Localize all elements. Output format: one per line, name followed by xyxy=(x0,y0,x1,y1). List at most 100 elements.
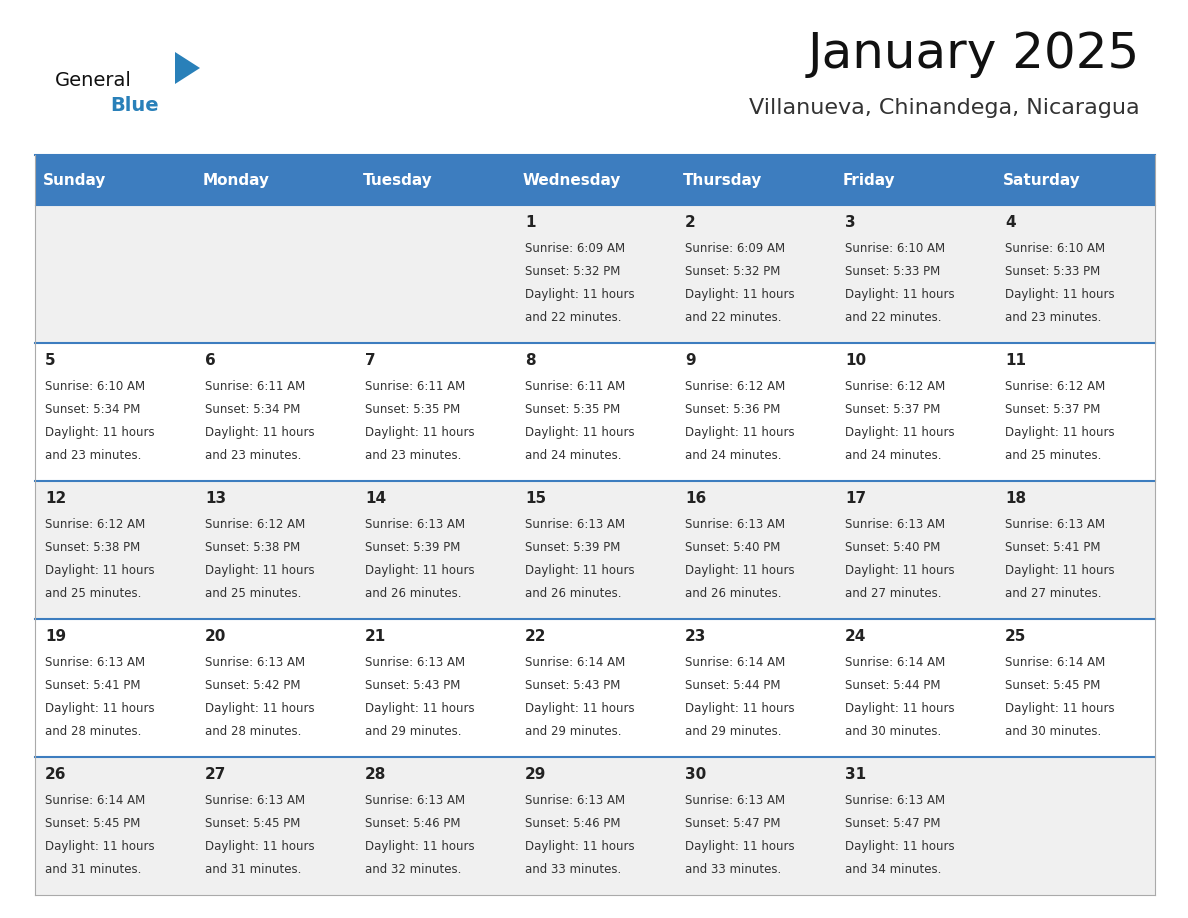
Text: Daylight: 11 hours: Daylight: 11 hours xyxy=(1005,426,1114,439)
Text: Sunset: 5:32 PM: Sunset: 5:32 PM xyxy=(525,265,620,278)
Bar xyxy=(355,155,516,205)
Text: Sunrise: 6:10 AM: Sunrise: 6:10 AM xyxy=(45,380,145,393)
Text: Daylight: 11 hours: Daylight: 11 hours xyxy=(525,288,634,301)
Text: and 33 minutes.: and 33 minutes. xyxy=(525,863,621,876)
Bar xyxy=(835,205,996,343)
Text: and 29 minutes.: and 29 minutes. xyxy=(685,724,782,737)
Text: 23: 23 xyxy=(685,629,707,644)
Text: and 24 minutes.: and 24 minutes. xyxy=(525,449,621,462)
Text: and 31 minutes.: and 31 minutes. xyxy=(45,863,141,876)
Text: and 27 minutes.: and 27 minutes. xyxy=(845,587,942,599)
Bar xyxy=(34,205,195,343)
Text: Daylight: 11 hours: Daylight: 11 hours xyxy=(1005,701,1114,715)
Text: 15: 15 xyxy=(525,490,546,506)
Text: Tuesday: Tuesday xyxy=(364,173,432,187)
Text: Daylight: 11 hours: Daylight: 11 hours xyxy=(365,840,475,853)
Text: 3: 3 xyxy=(845,215,855,230)
Text: 12: 12 xyxy=(45,490,67,506)
Text: Daylight: 11 hours: Daylight: 11 hours xyxy=(206,426,315,439)
Text: Sunset: 5:34 PM: Sunset: 5:34 PM xyxy=(206,403,301,416)
Text: Sunset: 5:39 PM: Sunset: 5:39 PM xyxy=(525,541,620,554)
Text: 4: 4 xyxy=(1005,215,1016,230)
Text: Daylight: 11 hours: Daylight: 11 hours xyxy=(206,701,315,715)
Text: Villanueva, Chinandega, Nicaragua: Villanueva, Chinandega, Nicaragua xyxy=(750,98,1140,118)
Bar xyxy=(516,205,675,343)
Text: Sunrise: 6:11 AM: Sunrise: 6:11 AM xyxy=(525,380,625,393)
Text: 16: 16 xyxy=(685,490,706,506)
Text: Daylight: 11 hours: Daylight: 11 hours xyxy=(45,564,154,577)
Text: and 23 minutes.: and 23 minutes. xyxy=(45,449,141,462)
Text: Sunrise: 6:09 AM: Sunrise: 6:09 AM xyxy=(525,242,625,255)
Text: Monday: Monday xyxy=(203,173,270,187)
Bar xyxy=(34,155,195,205)
Text: General: General xyxy=(55,71,132,90)
Text: 11: 11 xyxy=(1005,353,1026,368)
Bar xyxy=(996,757,1155,895)
Text: Sunset: 5:46 PM: Sunset: 5:46 PM xyxy=(525,817,620,830)
Text: and 22 minutes.: and 22 minutes. xyxy=(845,310,942,323)
Text: and 25 minutes.: and 25 minutes. xyxy=(206,587,302,599)
Bar xyxy=(516,481,675,619)
Text: Sunrise: 6:12 AM: Sunrise: 6:12 AM xyxy=(45,519,145,532)
Text: Sunrise: 6:14 AM: Sunrise: 6:14 AM xyxy=(45,794,145,807)
Text: Sunset: 5:43 PM: Sunset: 5:43 PM xyxy=(365,679,461,692)
Text: Daylight: 11 hours: Daylight: 11 hours xyxy=(1005,564,1114,577)
Text: and 29 minutes.: and 29 minutes. xyxy=(525,724,621,737)
Text: and 24 minutes.: and 24 minutes. xyxy=(845,449,942,462)
Text: 29: 29 xyxy=(525,767,546,781)
Text: 6: 6 xyxy=(206,353,216,368)
Text: Daylight: 11 hours: Daylight: 11 hours xyxy=(365,701,475,715)
Text: Wednesday: Wednesday xyxy=(523,173,621,187)
Text: Sunrise: 6:13 AM: Sunrise: 6:13 AM xyxy=(365,794,466,807)
Text: Daylight: 11 hours: Daylight: 11 hours xyxy=(845,840,955,853)
Text: Daylight: 11 hours: Daylight: 11 hours xyxy=(1005,288,1114,301)
Text: Sunrise: 6:11 AM: Sunrise: 6:11 AM xyxy=(365,380,466,393)
Bar xyxy=(835,757,996,895)
Text: Sunset: 5:45 PM: Sunset: 5:45 PM xyxy=(206,817,301,830)
Text: and 22 minutes.: and 22 minutes. xyxy=(685,310,782,323)
Text: Sunrise: 6:13 AM: Sunrise: 6:13 AM xyxy=(525,519,625,532)
Text: 17: 17 xyxy=(845,490,866,506)
Bar xyxy=(675,619,835,757)
Bar xyxy=(355,757,516,895)
Text: Daylight: 11 hours: Daylight: 11 hours xyxy=(845,564,955,577)
Text: 18: 18 xyxy=(1005,490,1026,506)
Bar xyxy=(516,619,675,757)
Text: 24: 24 xyxy=(845,629,866,644)
Text: Sunset: 5:45 PM: Sunset: 5:45 PM xyxy=(1005,679,1100,692)
Text: Sunrise: 6:14 AM: Sunrise: 6:14 AM xyxy=(525,656,625,669)
Text: Sunrise: 6:12 AM: Sunrise: 6:12 AM xyxy=(206,519,305,532)
Text: Sunrise: 6:12 AM: Sunrise: 6:12 AM xyxy=(845,380,946,393)
Text: Saturday: Saturday xyxy=(1003,173,1081,187)
Text: and 26 minutes.: and 26 minutes. xyxy=(685,587,782,599)
Text: Sunset: 5:38 PM: Sunset: 5:38 PM xyxy=(45,541,140,554)
Text: and 33 minutes.: and 33 minutes. xyxy=(685,863,782,876)
Text: and 29 minutes.: and 29 minutes. xyxy=(365,724,461,737)
Text: Sunrise: 6:13 AM: Sunrise: 6:13 AM xyxy=(206,656,305,669)
Bar xyxy=(355,481,516,619)
Text: Sunset: 5:41 PM: Sunset: 5:41 PM xyxy=(1005,541,1100,554)
Bar xyxy=(34,757,195,895)
Text: Daylight: 11 hours: Daylight: 11 hours xyxy=(206,564,315,577)
Text: Sunrise: 6:11 AM: Sunrise: 6:11 AM xyxy=(206,380,305,393)
Text: Sunset: 5:35 PM: Sunset: 5:35 PM xyxy=(525,403,620,416)
Text: Daylight: 11 hours: Daylight: 11 hours xyxy=(365,426,475,439)
Text: 1: 1 xyxy=(525,215,536,230)
Text: and 27 minutes.: and 27 minutes. xyxy=(1005,587,1101,599)
Bar xyxy=(34,343,195,481)
Text: Sunset: 5:33 PM: Sunset: 5:33 PM xyxy=(1005,265,1100,278)
Text: 13: 13 xyxy=(206,490,226,506)
Text: Daylight: 11 hours: Daylight: 11 hours xyxy=(45,426,154,439)
Text: Sunset: 5:35 PM: Sunset: 5:35 PM xyxy=(365,403,460,416)
Text: Sunrise: 6:13 AM: Sunrise: 6:13 AM xyxy=(45,656,145,669)
Text: Sunset: 5:47 PM: Sunset: 5:47 PM xyxy=(685,817,781,830)
Text: Sunset: 5:43 PM: Sunset: 5:43 PM xyxy=(525,679,620,692)
Bar xyxy=(355,343,516,481)
Text: Sunset: 5:36 PM: Sunset: 5:36 PM xyxy=(685,403,781,416)
Text: Sunrise: 6:13 AM: Sunrise: 6:13 AM xyxy=(845,519,946,532)
Bar xyxy=(195,619,355,757)
Text: Sunset: 5:40 PM: Sunset: 5:40 PM xyxy=(845,541,941,554)
Text: and 28 minutes.: and 28 minutes. xyxy=(45,724,141,737)
Text: 20: 20 xyxy=(206,629,227,644)
Text: Sunset: 5:34 PM: Sunset: 5:34 PM xyxy=(45,403,140,416)
